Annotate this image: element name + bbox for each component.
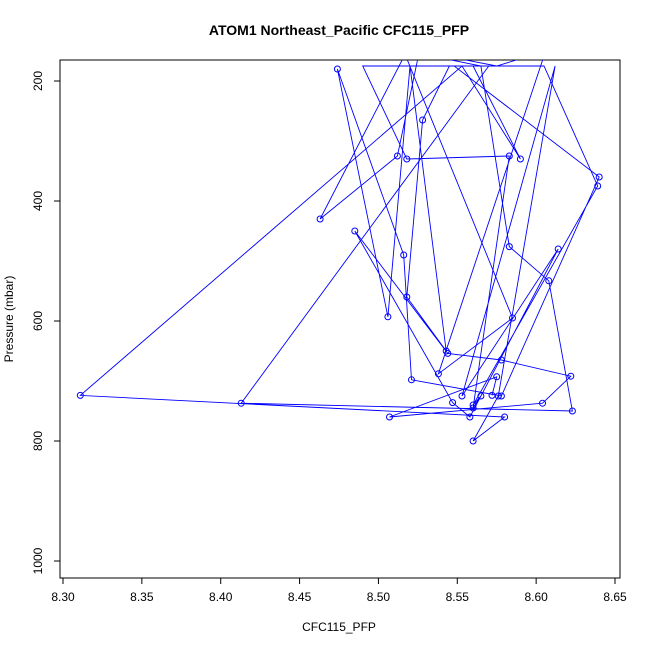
data-point	[386, 413, 393, 421]
data-point	[469, 404, 477, 412]
data-point	[505, 243, 513, 251]
data-point	[419, 116, 427, 124]
data-point	[554, 245, 562, 253]
x-tick-label: 8.50	[367, 590, 391, 604]
x-tick-label: 8.45	[288, 590, 312, 604]
y-tick-label: 800	[31, 431, 45, 451]
x-axis: 8.30 8.35 8.40 8.45 8.50 8.55 8.60 8.65	[51, 578, 627, 604]
data-point	[469, 401, 477, 409]
plot-frame	[59, 59, 621, 579]
data-point	[567, 372, 575, 380]
data-point	[351, 227, 359, 235]
data-point	[501, 413, 509, 421]
data-point	[509, 314, 516, 322]
data-point	[434, 370, 442, 378]
series-line	[79, 60, 600, 442]
data-point	[237, 399, 245, 407]
data-point	[316, 215, 324, 223]
data-point	[449, 399, 457, 407]
data-point	[403, 155, 411, 163]
data-point	[493, 373, 501, 381]
data-point	[568, 407, 576, 415]
data-point	[516, 155, 524, 163]
x-tick-label: 8.40	[209, 590, 233, 604]
series-layer	[76, 60, 603, 445]
data-point	[494, 392, 502, 400]
y-axis-label: Pressure (mbar)	[2, 276, 16, 363]
data-point	[384, 313, 392, 321]
data-point	[458, 392, 466, 400]
y-tick-label: 400	[31, 191, 45, 211]
data-point	[466, 413, 474, 421]
y-axis: 200 400 600 800 1000	[31, 71, 60, 574]
x-tick-label: 8.65	[603, 590, 627, 604]
x-tick-label: 8.55	[446, 590, 470, 604]
data-point	[497, 392, 505, 400]
data-point	[477, 392, 485, 400]
data-point	[545, 277, 553, 285]
x-tick-label: 8.30	[51, 590, 75, 604]
data-point	[497, 356, 505, 364]
data-point	[505, 152, 513, 160]
data-point	[539, 399, 546, 407]
data-point	[400, 251, 408, 259]
data-point	[403, 293, 411, 301]
data-point	[594, 182, 602, 190]
x-axis-label: CFC115_PFP	[302, 620, 376, 634]
data-point	[469, 437, 477, 445]
data-point	[393, 152, 401, 160]
y-tick-label: 200	[31, 71, 45, 91]
y-tick-label: 1000	[31, 547, 45, 574]
x-tick-label: 8.35	[130, 590, 154, 604]
data-point	[595, 173, 603, 181]
data-point	[76, 391, 84, 399]
data-point	[442, 347, 450, 355]
chart-title: ATOM1 Northeast_Pacific CFC115_PFP	[209, 22, 469, 38]
data-point	[408, 376, 415, 384]
data-point	[333, 65, 341, 73]
x-tick-label: 8.60	[524, 590, 548, 604]
y-tick-label: 600	[31, 311, 45, 331]
